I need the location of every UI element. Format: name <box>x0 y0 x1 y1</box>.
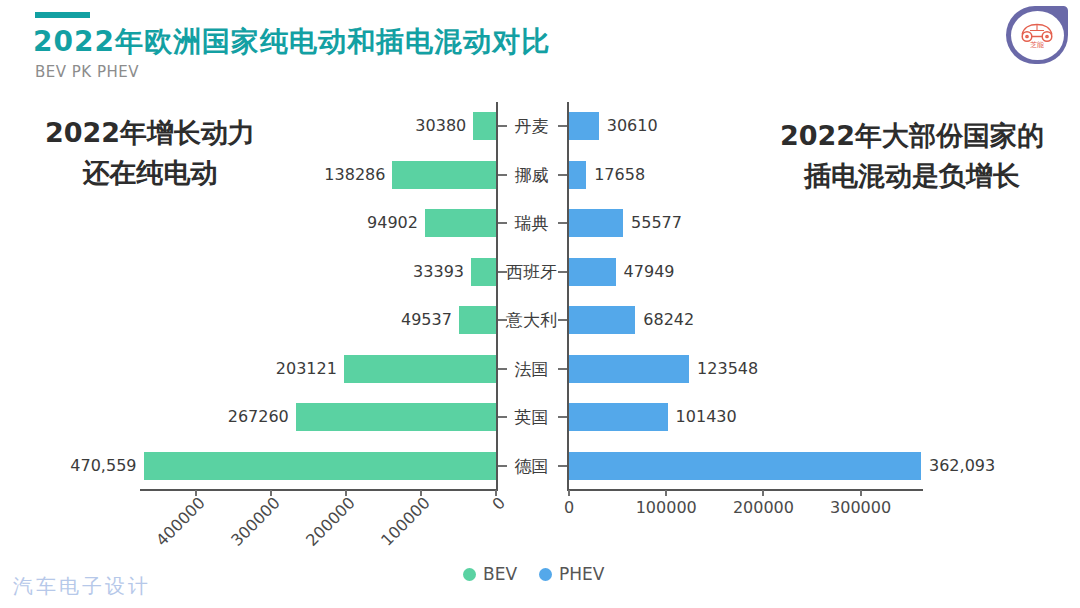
legend-item-bev: BEV <box>463 564 517 584</box>
phev-x-tick <box>568 490 570 496</box>
phev-x-tick-label: 100000 <box>626 499 706 517</box>
butterfly-chart: 丹麦 30380 30610 挪威 138286 17658 瑞典 94902 55577 西班牙… <box>0 0 1080 608</box>
phev-bar-7 <box>569 452 921 480</box>
phev-x-tick-label: 300000 <box>821 499 901 517</box>
bev-bar-7 <box>144 452 497 480</box>
bev-category-axis <box>496 102 498 490</box>
bev-legend-label: BEV <box>483 564 517 584</box>
phev-value-label-7: 362,093 <box>929 456 995 476</box>
phev-category-tick <box>558 416 567 418</box>
bev-value-label-4: 49537 <box>401 310 452 330</box>
phev-legend-dot <box>539 568 552 581</box>
bev-bar-0 <box>473 112 496 140</box>
bev-category-tick <box>498 465 507 467</box>
phev-category-tick <box>558 465 567 467</box>
phev-value-label-0: 30610 <box>607 116 658 136</box>
category-label-1: 挪威 <box>498 164 565 186</box>
bev-legend-dot <box>463 568 476 581</box>
chart-legend: BEV PHEV <box>463 563 604 585</box>
phev-bar-0 <box>569 112 599 140</box>
phev-x-axis <box>567 489 923 491</box>
watermark: 汽车电子设计 <box>13 573 151 600</box>
bev-category-tick <box>498 174 507 176</box>
bev-x-tick-label: 400000 <box>153 494 209 550</box>
bev-bar-5 <box>344 355 496 383</box>
phev-bar-1 <box>569 161 586 189</box>
bev-x-tick-label: 0 <box>489 494 509 514</box>
bev-bar-1 <box>392 161 496 189</box>
phev-category-tick <box>558 368 567 370</box>
phev-x-tick <box>762 490 764 496</box>
phev-x-tick <box>665 490 667 496</box>
bev-category-tick <box>498 222 507 224</box>
bev-value-label-0: 30380 <box>415 116 466 136</box>
phev-bar-3 <box>569 258 616 286</box>
phev-category-tick <box>558 319 567 321</box>
bev-value-label-7: 470,559 <box>70 456 136 476</box>
bev-bar-4 <box>459 306 496 334</box>
phev-x-tick-label: 0 <box>529 499 609 517</box>
phev-bar-2 <box>569 209 623 237</box>
bev-category-tick <box>498 319 507 321</box>
phev-value-label-3: 47949 <box>624 262 675 282</box>
bev-category-tick <box>498 416 507 418</box>
bev-category-tick <box>498 271 507 273</box>
bev-x-tick-label: 100000 <box>378 494 434 550</box>
phev-bar-4 <box>569 306 635 334</box>
bev-bar-2 <box>425 209 496 237</box>
bev-value-label-6: 267260 <box>228 407 289 427</box>
phev-category-tick <box>558 222 567 224</box>
phev-value-label-2: 55577 <box>631 213 682 233</box>
bev-x-tick-label: 200000 <box>303 494 359 550</box>
phev-value-label-1: 17658 <box>594 165 645 185</box>
category-label-7: 德国 <box>498 455 565 477</box>
bev-value-label-3: 33393 <box>413 262 464 282</box>
bev-category-tick <box>498 368 507 370</box>
bev-value-label-5: 203121 <box>276 359 337 379</box>
category-label-3: 西班牙 <box>498 261 565 283</box>
phev-bar-5 <box>569 355 689 383</box>
bev-x-tick-label: 300000 <box>228 494 284 550</box>
phev-value-label-6: 101430 <box>676 407 737 427</box>
category-label-6: 英国 <box>498 406 565 428</box>
phev-category-tick <box>558 174 567 176</box>
phev-legend-label: PHEV <box>559 564 604 584</box>
bev-value-label-1: 138286 <box>324 165 385 185</box>
phev-value-label-4: 68242 <box>643 310 694 330</box>
phev-x-tick-label: 200000 <box>723 499 803 517</box>
phev-bar-6 <box>569 403 668 431</box>
bev-value-label-2: 94902 <box>367 213 418 233</box>
category-label-0: 丹麦 <box>498 115 565 137</box>
phev-value-label-5: 123548 <box>697 359 758 379</box>
bev-bar-6 <box>296 403 496 431</box>
bev-bar-3 <box>471 258 496 286</box>
category-label-2: 瑞典 <box>498 212 565 234</box>
category-label-4: 意大利 <box>498 309 565 331</box>
bev-category-tick <box>498 125 507 127</box>
category-label-5: 法国 <box>498 358 565 380</box>
legend-item-phev: PHEV <box>539 564 604 584</box>
phev-category-tick <box>558 125 567 127</box>
phev-category-tick <box>558 271 567 273</box>
bev-x-axis <box>140 489 498 491</box>
phev-x-tick <box>860 490 862 496</box>
